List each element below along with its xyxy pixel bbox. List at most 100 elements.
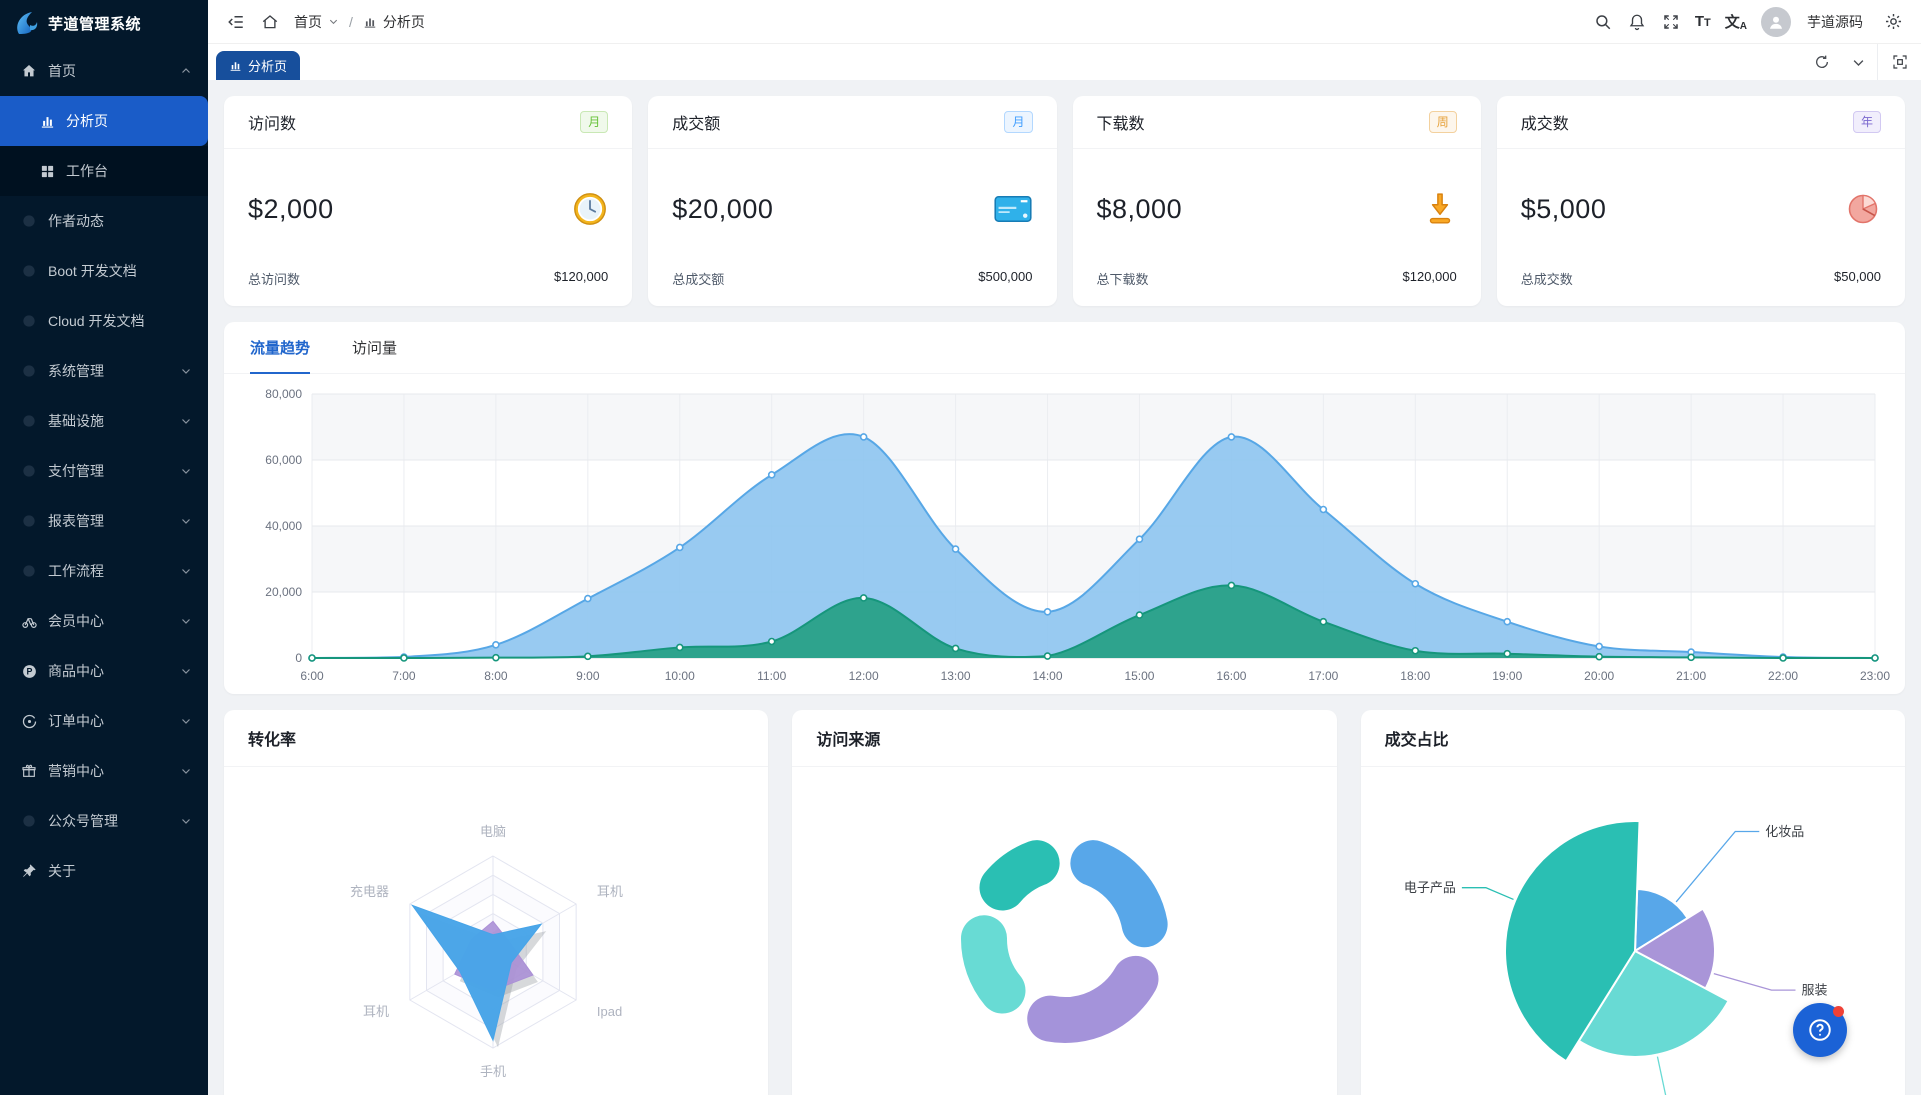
- stat-card-badge: 周: [1428, 111, 1457, 133]
- svg-text:8:00: 8:00: [484, 669, 508, 683]
- sidebar: 芋道管理系统 首页分析页工作台作者动态 Boot 开发文档 Cloud 开发文档系统…: [0, 0, 208, 1095]
- sidebar-item-1[interactable]: 分析页: [0, 96, 208, 146]
- fullscreen-icon[interactable]: [1661, 12, 1681, 32]
- stat-card-footer-label: 总访问数: [248, 272, 301, 287]
- breadcrumb-current[interactable]: 分析页: [382, 13, 425, 30]
- dot-icon: [20, 462, 38, 480]
- trend-tab-1[interactable]: 访问量: [352, 340, 398, 357]
- trend-tab-0[interactable]: 流量趋势: [250, 322, 311, 374]
- home-icon[interactable]: [260, 12, 280, 32]
- stat-card-title: 下载数: [1096, 116, 1145, 133]
- svg-text:21:00: 21:00: [1676, 669, 1706, 683]
- sidebar-item-label: Cloud 开发文档: [48, 313, 145, 329]
- stat-card-badge: 年: [1852, 111, 1881, 133]
- sidebar-item-12[interactable]: P 商品中心: [0, 646, 208, 696]
- breadcrumb: 首页 / 分析页: [294, 12, 425, 32]
- download-icon: [1423, 191, 1457, 227]
- refresh-icon[interactable]: [1813, 54, 1830, 71]
- sidebar-item-15[interactable]: 公众号管理: [0, 796, 208, 846]
- sidebar-item-label: 商品中心: [48, 663, 104, 679]
- sidebar-item-7[interactable]: 基础设施: [0, 396, 208, 446]
- notification-bell-icon[interactable]: [1627, 12, 1647, 32]
- sidebar-item-2[interactable]: 工作台: [0, 146, 208, 196]
- dot-icon: [20, 312, 38, 330]
- svg-text:17:00: 17:00: [1308, 669, 1338, 683]
- chevron-down-icon: [180, 365, 192, 377]
- svg-text:40,000: 40,000: [265, 519, 302, 533]
- sidebar-item-11[interactable]: 会员中心: [0, 596, 208, 646]
- sidebar-item-13[interactable]: 订单中心: [0, 696, 208, 746]
- avatar[interactable]: [1761, 6, 1791, 37]
- chevron-down-icon: [180, 415, 192, 427]
- bottom-cards-row: 转化率 电脑 耳机 Ipad 手机 耳机 充电器 访问来源 成交占比 化妆品 服装 电子产品: [224, 710, 1905, 1095]
- chevron-down-icon: [180, 715, 192, 727]
- tab-menu-chevron-icon[interactable]: [1850, 54, 1867, 71]
- sidebar-item-label: 关于: [48, 863, 76, 879]
- stat-card-footer-value: $500,000: [978, 269, 1033, 284]
- pin-icon: [20, 862, 38, 880]
- home-icon: [20, 62, 38, 80]
- clock-icon: [572, 191, 608, 227]
- svg-text:9:00: 9:00: [576, 669, 600, 683]
- chevron-down-icon: [180, 565, 192, 577]
- breadcrumb-home[interactable]: 首页: [294, 13, 322, 30]
- svg-text:60,000: 60,000: [265, 453, 302, 467]
- sidebar-item-0[interactable]: 首页: [0, 46, 208, 96]
- stat-card-badge: 月: [1004, 111, 1033, 133]
- stat-card-footer-value: $120,000: [554, 269, 609, 284]
- dot-icon: [20, 262, 38, 280]
- stat-card-2: 下载数 周 $8,000 总下载数 $120,000: [1072, 96, 1481, 306]
- sidebar-item-16[interactable]: 关于: [0, 846, 208, 896]
- svg-text:手机: 手机: [480, 1064, 506, 1079]
- sidebar-item-label: 报表管理: [48, 513, 104, 529]
- svg-text:22:00: 22:00: [1768, 669, 1798, 683]
- traffic-trend-panel: 流量趋势 访问量 0 20,000 40,000 60,000 80,000 6:00 7:0…: [224, 322, 1905, 694]
- svg-text:16:00: 16:00: [1216, 669, 1246, 683]
- stat-card-value: $2,000: [248, 193, 334, 224]
- help-button[interactable]: [1793, 1003, 1847, 1057]
- svg-text:19:00: 19:00: [1492, 669, 1522, 683]
- sidebar-item-label: 基础设施: [48, 413, 104, 429]
- font-size-icon[interactable]: TT: [1694, 13, 1711, 30]
- tab-analysis-page[interactable]: 分析页: [216, 51, 301, 80]
- sidebar-item-3[interactable]: 作者动态: [0, 196, 208, 246]
- logo-fish-icon: [17, 12, 38, 34]
- notification-dot: [1833, 1006, 1844, 1017]
- sidebar-item-10[interactable]: 工作流程: [0, 546, 208, 596]
- svg-text:20:00: 20:00: [1584, 669, 1614, 683]
- sidebar-item-label: 分析页: [66, 113, 108, 129]
- chevron-down-icon: [180, 765, 192, 777]
- svg-text:18:00: 18:00: [1400, 669, 1430, 683]
- dot-icon: [20, 562, 38, 580]
- svg-text:15:00: 15:00: [1124, 669, 1154, 683]
- language-translate-icon[interactable]: 文A: [1724, 14, 1747, 32]
- sidebar-item-9[interactable]: 报表管理: [0, 496, 208, 546]
- stat-card-footer-label: 总成交额: [672, 272, 725, 287]
- sidebar-item-5[interactable]: Cloud 开发文档: [0, 296, 208, 346]
- chevron-down-icon: [180, 465, 192, 477]
- sidebar-item-4[interactable]: Boot 开发文档: [0, 246, 208, 296]
- sidebar-item-14[interactable]: 营销中心: [0, 746, 208, 796]
- stat-card-footer-value: $120,000: [1402, 269, 1457, 284]
- breadcrumb-separator: /: [349, 13, 353, 30]
- menu-fold-icon[interactable]: [226, 12, 246, 32]
- settings-gear-icon[interactable]: [1883, 12, 1903, 32]
- sidebar-item-8[interactable]: 支付管理: [0, 446, 208, 496]
- dot-icon: [20, 512, 38, 530]
- sidebar-item-label: 营销中心: [48, 763, 104, 779]
- svg-text:充电器: 充电器: [350, 884, 389, 899]
- chevron-down-icon[interactable]: [328, 16, 339, 27]
- app-logo[interactable]: 芋道管理系统: [0, 0, 208, 46]
- sidebar-item-label: 作者动态: [48, 213, 104, 229]
- search-icon[interactable]: [1593, 12, 1613, 32]
- svg-text:耳机: 耳机: [597, 884, 623, 899]
- stat-card-badge: 月: [580, 111, 609, 133]
- visit-source-card: 访问来源: [792, 710, 1337, 1095]
- tabbar: 分析页: [208, 44, 1921, 80]
- content-fullscreen-icon[interactable]: [1877, 44, 1921, 80]
- svg-text:13:00: 13:00: [941, 669, 971, 683]
- user-name[interactable]: 芋道源码: [1807, 13, 1863, 30]
- sidebar-item-6[interactable]: 系统管理: [0, 346, 208, 396]
- page-content: 访问数 月 $2,000 总访问数 $120,000 成交额 月 $20,000 总成交额 $50…: [208, 80, 1921, 1095]
